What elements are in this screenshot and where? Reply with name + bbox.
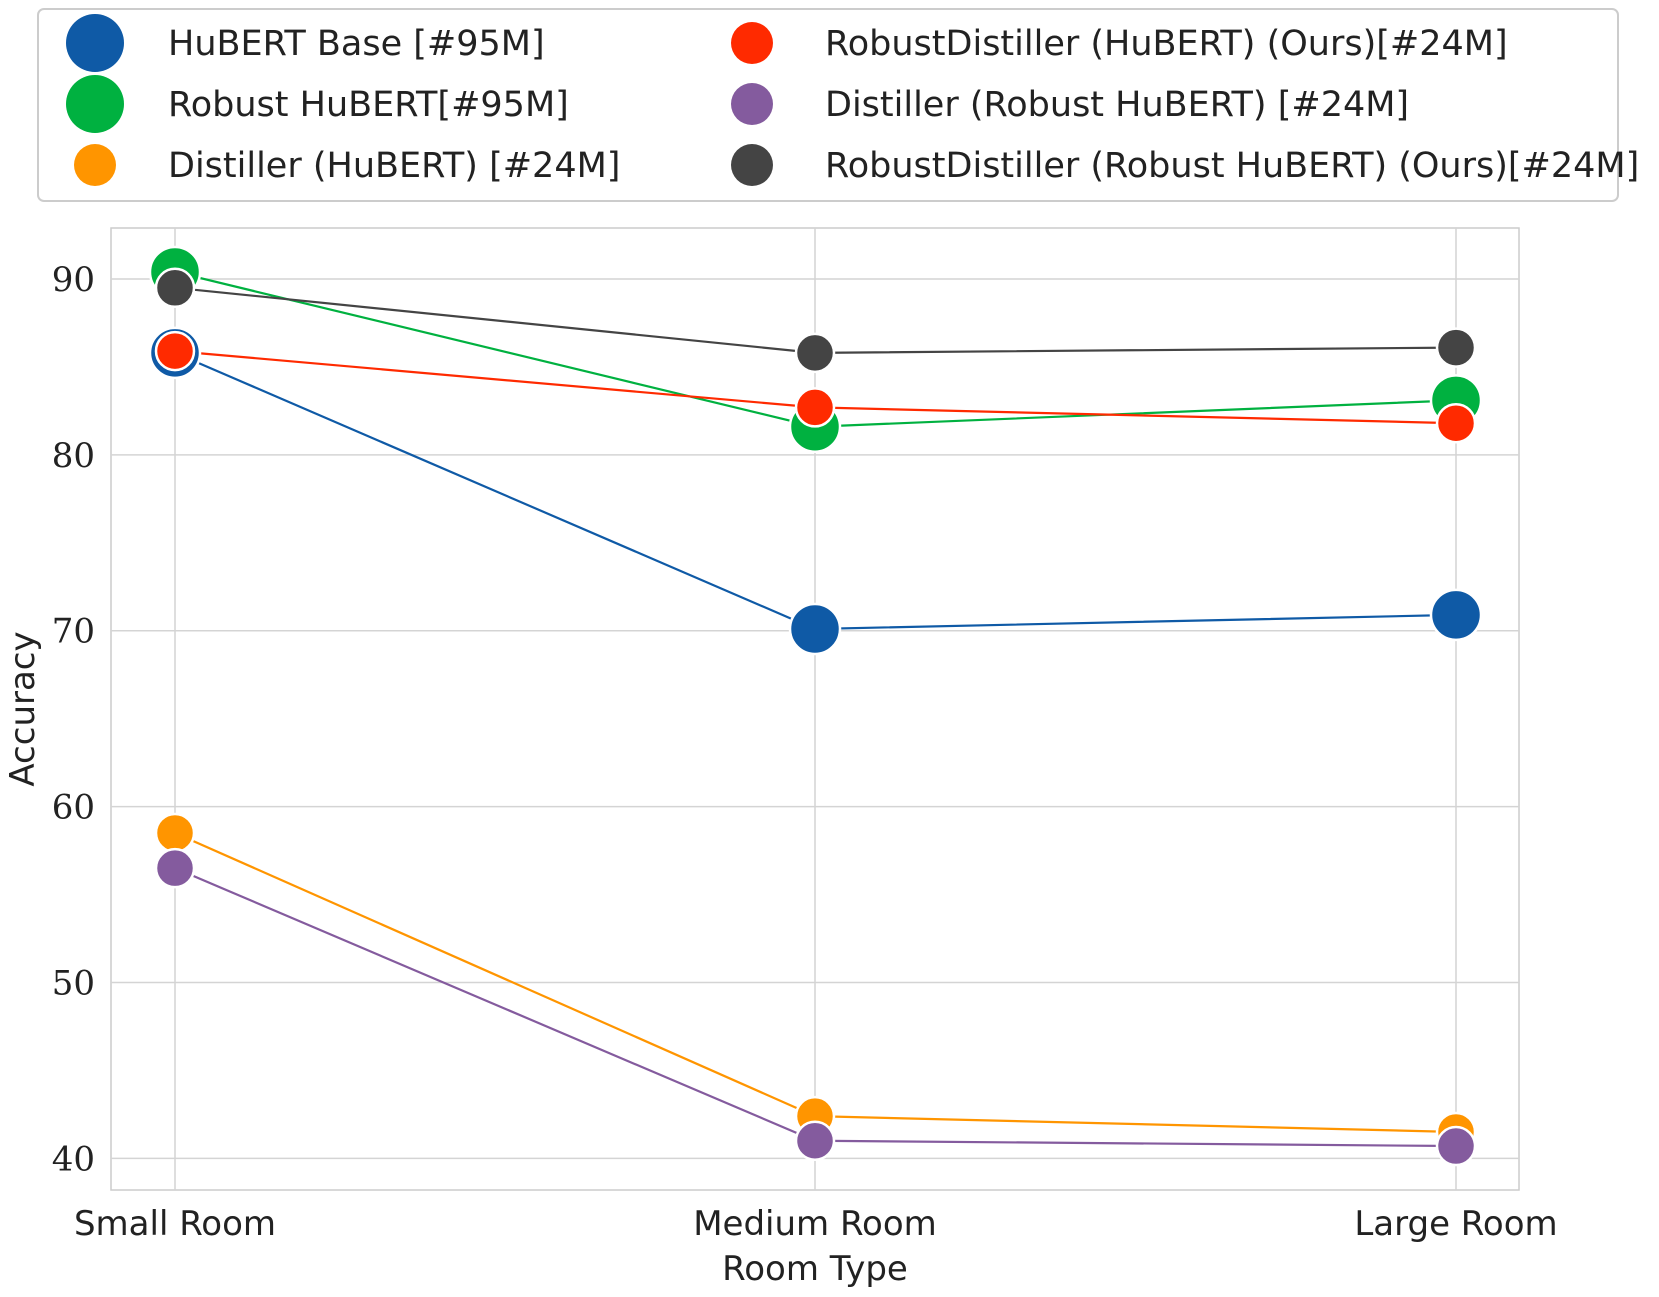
y-tick-label: 90 xyxy=(52,260,95,300)
series-markers xyxy=(148,245,1483,1167)
data-point xyxy=(794,332,836,374)
data-point xyxy=(788,602,842,656)
legend-marker xyxy=(731,144,773,186)
legend-label: Robust HuBERT[#95M] xyxy=(168,85,569,125)
x-tick-label: Large Room xyxy=(1354,1204,1557,1244)
legend-marker xyxy=(74,144,116,186)
legend-label: RobustDistiller (HuBERT) (Ours)[#24M] xyxy=(825,24,1508,64)
y-tick-labels: 40 50 60 70 80 90 xyxy=(52,260,95,1179)
legend-label: Distiller (Robust HuBERT) [#24M] xyxy=(825,85,1409,125)
legend: HuBERT Base [#95M] Robust HuBERT[#95M] Dis… xyxy=(37,8,1639,202)
data-point xyxy=(1429,588,1483,642)
x-tick-labels: Small Room Medium Room Large Room xyxy=(74,1204,1558,1244)
data-point xyxy=(1435,1125,1477,1167)
legend-label: RobustDistiller (Robust HuBERT) (Ours)[#… xyxy=(825,146,1639,186)
data-point xyxy=(1435,402,1477,444)
y-tick-label: 70 xyxy=(52,612,95,652)
data-point xyxy=(154,812,196,854)
legend-marker xyxy=(66,14,124,72)
data-point xyxy=(154,330,196,372)
legend-label: Distiller (HuBERT) [#24M] xyxy=(168,146,620,186)
data-point xyxy=(1435,327,1477,368)
legend-label: HuBERT Base [#95M] xyxy=(168,24,545,64)
data-point xyxy=(154,847,196,889)
data-point xyxy=(154,267,196,309)
legend-frame xyxy=(37,8,1619,202)
y-tick-label: 80 xyxy=(52,436,95,476)
y-tick-label: 60 xyxy=(52,788,95,828)
x-tick-label: Small Room xyxy=(74,1204,276,1244)
data-point xyxy=(794,1120,836,1162)
y-axis-label: Accuracy xyxy=(3,631,43,786)
y-tick-label: 50 xyxy=(52,963,95,1003)
legend-marker xyxy=(731,83,773,125)
x-axis-label: Room Type xyxy=(722,1249,908,1289)
data-point xyxy=(794,387,836,428)
x-tick-label: Medium Room xyxy=(693,1204,937,1244)
y-tick-label: 40 xyxy=(52,1139,95,1179)
legend-marker xyxy=(66,75,124,133)
legend-marker xyxy=(731,22,773,64)
